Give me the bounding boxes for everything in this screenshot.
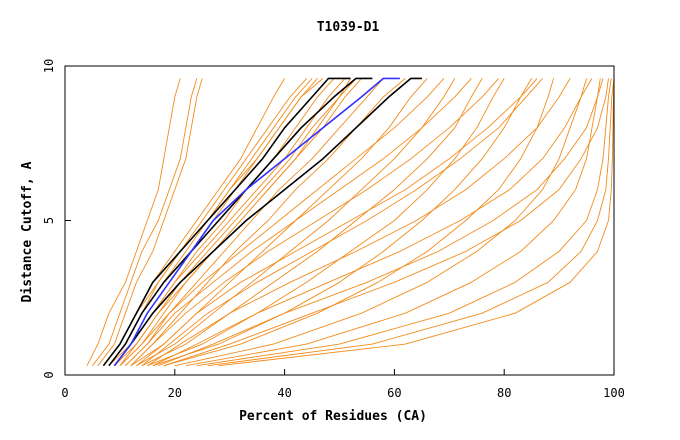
y-tick-label: 5 — [42, 217, 56, 224]
orange-series-line-25 — [147, 78, 571, 367]
x-tick-label: 20 — [168, 386, 182, 400]
x-axis-label: Percent of Residues (CA) — [239, 409, 427, 424]
x-tick-label: 60 — [387, 386, 401, 400]
orange-series-line-23 — [141, 78, 543, 367]
orange-series-line-29 — [119, 78, 445, 367]
x-tick-label: 100 — [603, 386, 625, 400]
orange-series-line-21 — [207, 78, 615, 367]
series-layer — [86, 77, 615, 367]
y-axis: 0 5 10 — [42, 59, 71, 379]
orange-series-line-24 — [136, 78, 538, 367]
chart-title: T1039-D1 — [317, 20, 380, 35]
x-tick-label: 80 — [497, 386, 511, 400]
orange-series-line-31 — [163, 78, 609, 367]
orange-series-line-20 — [196, 78, 612, 367]
x-axis: 0 20 40 60 80 100 — [61, 369, 625, 400]
orange-series-line-4 — [86, 78, 181, 366]
orange-series-line-26 — [152, 78, 593, 367]
orange-series-line-27 — [130, 78, 500, 367]
x-tick-label: 40 — [277, 386, 291, 400]
orange-series-line-22 — [218, 78, 615, 367]
orange-series-line-6 — [125, 78, 384, 367]
orange-series-line-13 — [136, 78, 456, 367]
orange-series-line-7 — [130, 78, 406, 367]
orange-series-line-15 — [147, 78, 505, 367]
orange-series-line-3 — [97, 78, 203, 366]
y-tick-label: 10 — [42, 59, 56, 73]
orange-series-line-18 — [174, 78, 587, 367]
orange-series-line-34 — [92, 78, 198, 366]
blue-series-line-38 — [113, 77, 400, 367]
orange-series-line-32 — [114, 78, 351, 367]
orange-series-line-30 — [158, 78, 604, 367]
black-series-line-35 — [102, 77, 351, 367]
orange-series-line-19 — [185, 78, 601, 367]
y-axis-label: Distance Cutoff, A — [20, 161, 35, 302]
black-series-line-36 — [108, 77, 373, 367]
orange-series-line-28 — [125, 78, 472, 367]
orange-series-line-16 — [152, 78, 532, 367]
x-tick-label: 0 — [61, 386, 68, 400]
y-tick-label: 0 — [42, 371, 56, 378]
black-series-line-37 — [113, 77, 422, 367]
orange-series-line-17 — [163, 78, 555, 367]
